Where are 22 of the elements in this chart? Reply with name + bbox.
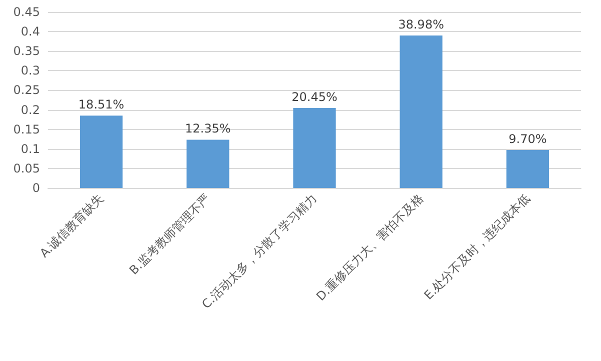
data-label: 20.45% [292,90,338,104]
bar [186,140,230,188]
bar [506,150,550,188]
data-label: 18.51% [78,98,124,112]
y-tick-label: 0.2 [20,102,40,117]
data-label: 9.70% [508,132,547,146]
y-tick-label: 0.35 [13,44,40,58]
y-tick-label: 0.15 [13,122,40,136]
bar [80,116,123,188]
y-tick-label: 0.3 [20,64,40,78]
x-tick-label: B.监考教师管理不严 [126,191,213,278]
y-tick-label: 0.4 [20,24,40,39]
x-tick-label: A.诚信教育缺失 [37,191,106,260]
bar [293,108,336,188]
data-label: 38.98% [398,18,444,32]
y-tick-label: 0.1 [20,142,40,156]
bar [400,36,442,188]
y-tick-label: 0 [32,181,40,195]
y-tick-label: 0.05 [13,161,40,176]
y-tick-label: 0.25 [13,83,40,98]
data-label: 12.35% [185,122,231,136]
y-tick-label: 0.45 [13,5,40,19]
